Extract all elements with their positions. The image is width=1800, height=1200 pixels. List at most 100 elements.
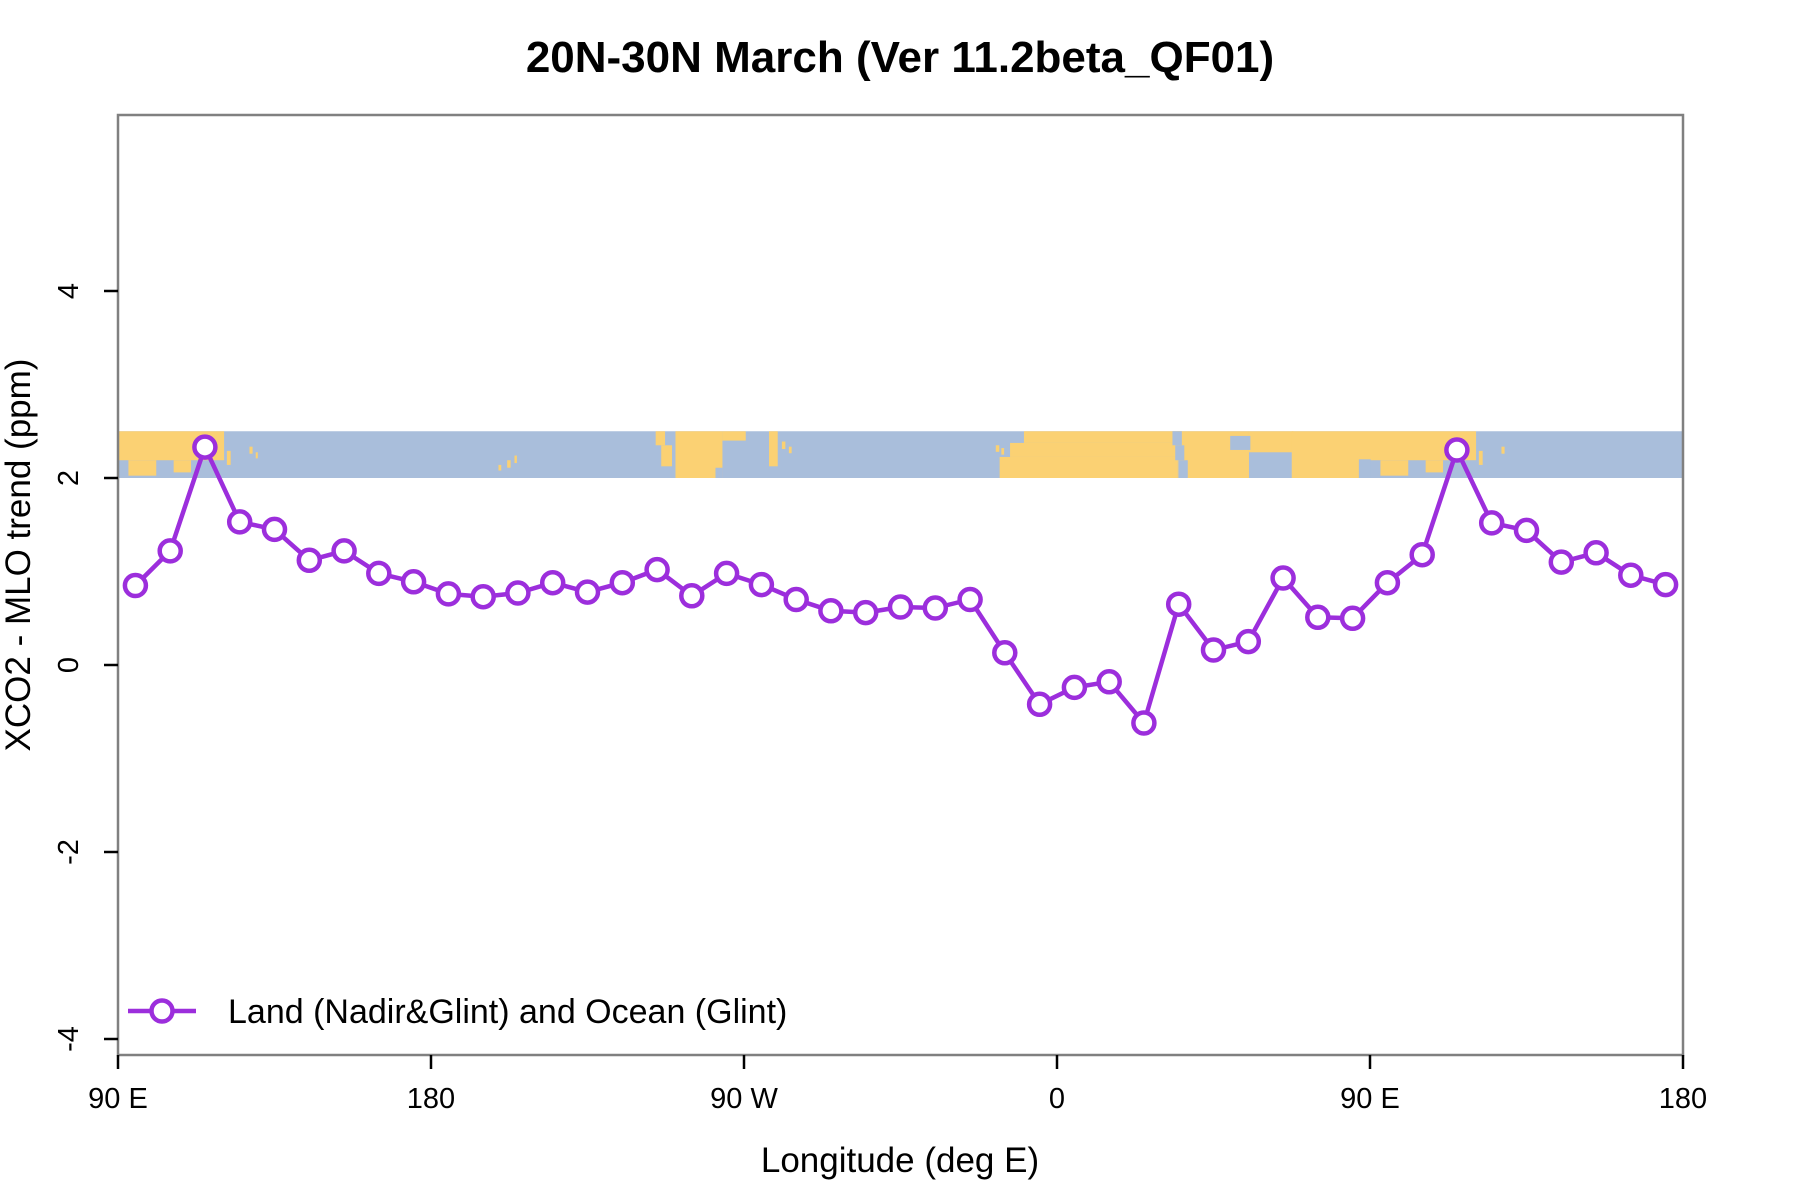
map-band-land (173, 460, 192, 473)
map-band-land (655, 431, 666, 446)
map-band-water (1358, 459, 1371, 478)
data-point-marker (1026, 691, 1053, 718)
data-point-marker (1061, 674, 1088, 701)
x-tick-label: 180 (407, 1083, 455, 1115)
data-point-marker (157, 538, 183, 564)
data-point-marker (192, 434, 218, 460)
x-axis-title: Longitude (deg E) (761, 1141, 1039, 1180)
data-point-marker (261, 516, 288, 543)
data-point-marker (470, 583, 496, 610)
data-point-marker (435, 581, 462, 607)
data-point-marker (644, 556, 670, 583)
y-tick-label: 4 (53, 283, 85, 299)
map-band-land (249, 446, 253, 454)
map-band-land (514, 455, 517, 464)
data-point-marker (366, 560, 392, 587)
map-band-land (999, 456, 1178, 478)
map-band-land (507, 460, 511, 468)
data-point-marker (1548, 549, 1575, 575)
map-band-water (715, 467, 723, 478)
data-point-marker (1618, 562, 1644, 588)
data-point-marker (1583, 540, 1609, 566)
legend-label: Land (Nadir&Glint) and Ocean (Glint) (228, 993, 787, 1031)
data-point-marker (679, 583, 705, 609)
data-point-marker (852, 599, 879, 626)
series-line (133, 444, 1667, 726)
x-tick-label: 90 E (88, 1083, 148, 1115)
map-band-land (661, 445, 673, 467)
map-band-land (1380, 460, 1409, 476)
y-tick-label: 2 (53, 470, 85, 486)
legend: Land (Nadir&Glint) and Ocean (Glint) (128, 993, 787, 1031)
data-point-marker (922, 595, 949, 621)
map-band-water (1175, 445, 1185, 461)
map-band-land (128, 460, 157, 476)
data-point-marker (400, 569, 427, 595)
data-point-marker (1235, 628, 1262, 655)
data-point-marker (226, 509, 253, 535)
map-band-water (1178, 460, 1188, 478)
map-band-land (1291, 431, 1370, 478)
data-point-marker (122, 572, 149, 599)
map-band-water (1230, 435, 1251, 450)
data-point-marker (1200, 637, 1227, 663)
data-point-marker (539, 569, 566, 596)
data-point-marker (296, 547, 323, 574)
data-point-marker (1096, 669, 1122, 695)
data-point-marker (1409, 541, 1435, 568)
y-tick-label: 0 (53, 657, 85, 673)
map-band-land (1425, 460, 1444, 473)
x-tick-label: 180 (1659, 1083, 1707, 1115)
data-point-marker (713, 560, 740, 587)
map-band-land (1248, 431, 1294, 453)
data-point-marker (783, 586, 809, 613)
map-band-land (769, 431, 778, 467)
x-tick-label: 90 W (710, 1083, 778, 1115)
chart-title: 20N-30N March (Ver 11.2beta_QF01) (526, 33, 1274, 82)
map-band-land (675, 431, 723, 478)
data-point-marker (1165, 591, 1192, 617)
data-point-marker (1374, 569, 1401, 596)
y-axis: 4 2 0 -2 -4 (53, 283, 118, 1052)
map-band-land (995, 445, 1000, 452)
y-tick-label: -4 (53, 1026, 85, 1052)
map-band-land (1001, 448, 1005, 455)
data-point-marker (609, 569, 636, 596)
map-band-land (226, 450, 231, 465)
map-band-land (788, 446, 792, 454)
x-tick-label: 90 E (1340, 1083, 1400, 1115)
map-band-land (1010, 442, 1181, 457)
map-band-water (1172, 431, 1182, 446)
map-band-land (781, 441, 786, 450)
data-series (122, 434, 1679, 736)
legend-marker-icon (149, 998, 175, 1024)
data-point-marker (1305, 604, 1331, 631)
data-point-marker (1270, 565, 1296, 591)
data-point-marker (1131, 710, 1157, 736)
data-point-marker (957, 586, 983, 613)
data-point-marker (1444, 437, 1470, 463)
x-axis: 90 E 180 90 W 0 90 E 180 (88, 1055, 1707, 1115)
map-band-land (1478, 450, 1483, 465)
data-point-marker (1513, 517, 1540, 544)
data-point-marker (887, 594, 914, 620)
data-point-marker (505, 580, 531, 606)
data-point-marker (748, 571, 775, 598)
data-point-marker (818, 598, 844, 624)
data-point-marker (574, 579, 601, 605)
map-band-land (1023, 431, 1181, 443)
map-band-land (498, 464, 502, 471)
map-band-land (722, 431, 746, 441)
y-axis-title: XCO2 - MLO trend (ppm) (0, 359, 38, 752)
data-point-marker (1339, 605, 1366, 632)
x-tick-label: 0 (1049, 1083, 1065, 1115)
data-point-marker (1652, 571, 1679, 598)
data-point-marker (1478, 510, 1505, 536)
map-band-land (255, 452, 258, 459)
data-point-marker (992, 640, 1018, 666)
data-point-marker (331, 538, 357, 564)
plot-border (116, 113, 1685, 1057)
map-band-land (1501, 446, 1505, 454)
